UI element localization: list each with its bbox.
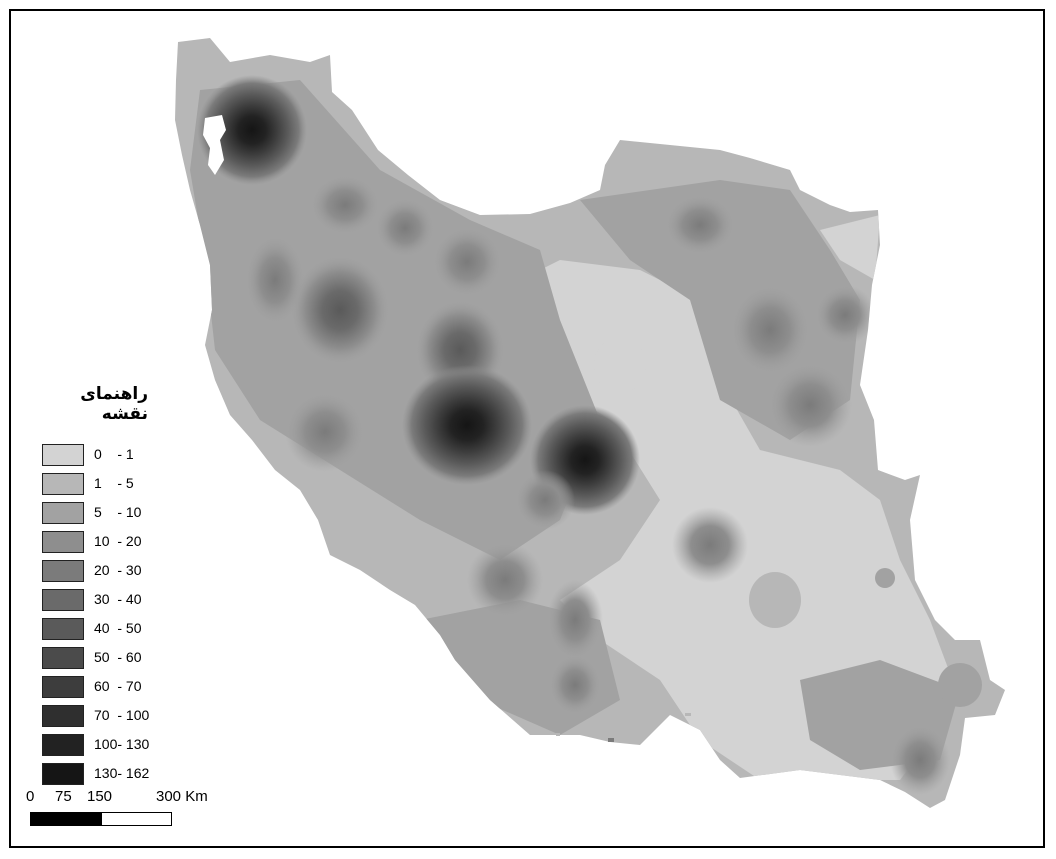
scale-tick-0: 0: [26, 788, 35, 805]
lake-urmia: [203, 115, 226, 175]
scale-tick-75: 75: [55, 788, 72, 805]
legend-title: راهنمای نقشه: [80, 384, 148, 424]
legend-label: 1 - 5: [94, 475, 134, 491]
legend-label: 30 - 40: [94, 591, 142, 607]
legend-label: 0 - 1: [94, 446, 134, 462]
legend-label: 5 - 10: [94, 504, 142, 520]
legend-swatch: [42, 531, 84, 553]
legend-label: 10 - 20: [94, 533, 142, 549]
legend-label: 70 - 100: [94, 707, 150, 723]
legend-label: 40 - 50: [94, 620, 142, 636]
legend-label: 60 - 70: [94, 678, 142, 694]
legend-swatch: [42, 676, 84, 698]
map-legend: راهنمای نقشه 0 - 1 1 - 5 5 - 10 10 - 20 20 -…: [42, 384, 202, 785]
legend-swatch: [42, 473, 84, 495]
legend-swatch: [42, 763, 84, 785]
scale-bar-black-segment: [31, 813, 102, 825]
scale-tick-150: 150: [87, 788, 113, 805]
scale-bar: 0 75 150 300 Km: [24, 788, 224, 832]
legend-swatch: [42, 705, 84, 727]
scale-tick-300km: 300 Km: [156, 788, 208, 805]
density-surface: [175, 38, 1005, 808]
legend-swatch: [42, 618, 84, 640]
legend-swatch: [42, 647, 84, 669]
legend-swatch: [42, 589, 84, 611]
legend-label: 130- 162: [94, 765, 150, 781]
legend-label: 20 - 30: [94, 562, 142, 578]
legend-label: 50 - 60: [94, 649, 142, 665]
legend-swatch: [42, 444, 84, 466]
legend-swatch: [42, 502, 84, 524]
legend-swatch: [42, 560, 84, 582]
legend-swatch: [42, 734, 84, 756]
scale-bar-graphic: [30, 812, 172, 826]
legend-label: 100- 130: [94, 736, 150, 752]
